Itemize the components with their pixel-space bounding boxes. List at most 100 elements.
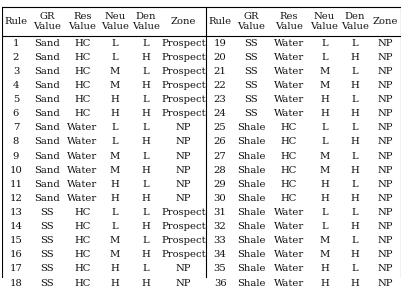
Text: HC: HC	[281, 194, 297, 203]
Text: M: M	[319, 166, 329, 175]
Text: 5: 5	[13, 95, 19, 104]
Text: GR
Value: GR Value	[237, 12, 266, 31]
Text: Water: Water	[274, 39, 304, 48]
Text: Shale: Shale	[237, 264, 266, 274]
Text: 35: 35	[214, 264, 226, 274]
Text: L: L	[112, 123, 118, 132]
Text: Water: Water	[67, 123, 98, 132]
Text: Zone: Zone	[373, 17, 398, 26]
Text: H: H	[351, 81, 359, 90]
Text: H: H	[351, 250, 359, 259]
Text: L: L	[142, 67, 149, 76]
Text: Water: Water	[67, 180, 98, 189]
Text: H: H	[320, 278, 329, 288]
Text: H: H	[141, 109, 150, 118]
Text: L: L	[112, 39, 118, 48]
Text: Sand: Sand	[34, 166, 60, 175]
Text: 7: 7	[13, 123, 19, 132]
Text: Shale: Shale	[237, 151, 266, 160]
Text: 34: 34	[214, 250, 226, 259]
Text: M: M	[319, 236, 329, 245]
Text: NP: NP	[378, 264, 393, 274]
Text: HC: HC	[281, 166, 297, 175]
Text: L: L	[112, 222, 118, 231]
Text: H: H	[320, 264, 329, 274]
Text: M: M	[110, 67, 120, 76]
Text: 17: 17	[10, 264, 23, 274]
Text: HC: HC	[74, 208, 91, 217]
Text: H: H	[141, 194, 150, 203]
Text: M: M	[110, 250, 120, 259]
Text: L: L	[321, 137, 328, 146]
Text: NP: NP	[176, 123, 191, 132]
Text: 33: 33	[214, 236, 226, 245]
Text: HC: HC	[74, 39, 91, 48]
Text: Sand: Sand	[34, 39, 60, 48]
Text: NP: NP	[378, 95, 393, 104]
Text: Water: Water	[67, 137, 98, 146]
Text: 11: 11	[9, 180, 23, 189]
Text: Sand: Sand	[34, 109, 60, 118]
Text: Shale: Shale	[237, 278, 266, 288]
Text: HC: HC	[281, 123, 297, 132]
Text: 15: 15	[10, 236, 23, 245]
Text: M: M	[319, 67, 329, 76]
Text: L: L	[321, 123, 328, 132]
Text: H: H	[351, 222, 359, 231]
Text: H: H	[141, 81, 150, 90]
Text: SS: SS	[245, 95, 258, 104]
Text: Prospect: Prospect	[161, 95, 206, 104]
Text: M: M	[319, 81, 329, 90]
Text: NP: NP	[378, 180, 393, 189]
Text: L: L	[142, 95, 149, 104]
Text: Prospect: Prospect	[161, 109, 206, 118]
Text: H: H	[351, 278, 359, 288]
Text: L: L	[142, 39, 149, 48]
Text: H: H	[141, 166, 150, 175]
Text: Res
Value: Res Value	[68, 12, 96, 31]
Text: 1: 1	[13, 39, 19, 48]
Text: HC: HC	[281, 137, 297, 146]
Text: L: L	[142, 236, 149, 245]
Text: SS: SS	[245, 53, 258, 62]
Text: Shale: Shale	[237, 250, 266, 259]
Text: H: H	[351, 166, 359, 175]
Text: Sand: Sand	[34, 123, 60, 132]
Text: HC: HC	[74, 250, 91, 259]
Text: L: L	[351, 123, 358, 132]
Text: HC: HC	[74, 95, 91, 104]
Text: SS: SS	[245, 81, 258, 90]
Text: Prospect: Prospect	[161, 67, 206, 76]
Text: HC: HC	[74, 81, 91, 90]
Text: SS: SS	[40, 278, 54, 288]
Text: 26: 26	[214, 137, 226, 146]
Text: Neu
Value: Neu Value	[101, 12, 129, 31]
Text: SS: SS	[40, 250, 54, 259]
Text: Prospect: Prospect	[161, 39, 206, 48]
Text: H: H	[141, 222, 150, 231]
Text: H: H	[111, 109, 119, 118]
Text: H: H	[320, 109, 329, 118]
Text: NP: NP	[378, 166, 393, 175]
Text: 12: 12	[10, 194, 23, 203]
Text: H: H	[351, 53, 359, 62]
Text: Rule: Rule	[208, 17, 232, 26]
Text: SS: SS	[245, 109, 258, 118]
Text: Water: Water	[67, 151, 98, 160]
Text: Den
Value: Den Value	[341, 12, 369, 31]
Text: L: L	[112, 137, 118, 146]
Text: Sand: Sand	[34, 95, 60, 104]
Text: HC: HC	[74, 53, 91, 62]
Text: Water: Water	[274, 278, 304, 288]
Text: H: H	[141, 137, 150, 146]
Text: 2: 2	[13, 53, 19, 62]
Text: 8: 8	[13, 137, 19, 146]
Text: Shale: Shale	[237, 194, 266, 203]
Text: 20: 20	[214, 53, 226, 62]
Text: L: L	[112, 208, 118, 217]
Text: Neu
Value: Neu Value	[310, 12, 338, 31]
Text: Water: Water	[274, 250, 304, 259]
Text: Water: Water	[274, 109, 304, 118]
Text: H: H	[141, 53, 150, 62]
Text: NP: NP	[176, 194, 191, 203]
